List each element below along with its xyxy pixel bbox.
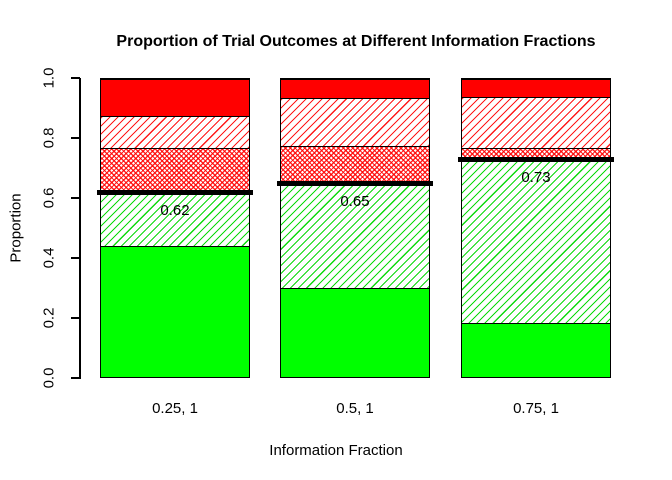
- bar-segment-solid-red: [462, 79, 610, 97]
- x-tick-label: 0.25, 1: [152, 400, 198, 417]
- stacked-bar: 0.62: [97, 78, 253, 378]
- y-tick-label: 0.2: [40, 307, 58, 329]
- x-axis-title: Information Fraction: [269, 442, 403, 459]
- y-tick-mark: [71, 317, 80, 319]
- x-tick-label: 0.75, 1: [513, 400, 559, 417]
- x-tick-label: 0.5, 1: [336, 400, 374, 417]
- bar-segment-hatched-red: [462, 96, 610, 148]
- y-tick-label: 0.6: [40, 187, 58, 209]
- threshold-line: [97, 189, 253, 195]
- bar-segment-hatched-green: [462, 159, 610, 324]
- threshold-value-label: 0.65: [340, 193, 370, 211]
- bar-segment-dense-hatched-red: [462, 147, 610, 160]
- y-tick-mark: [71, 77, 80, 79]
- bar-segment-solid-green: [281, 287, 429, 377]
- bar-segment-hatched-green: [281, 183, 429, 288]
- bar-segment-dense-hatched-red: [101, 147, 249, 193]
- y-tick-label: 0.4: [40, 247, 58, 269]
- bar-segment-solid-red: [281, 79, 429, 99]
- y-tick-label: 0.0: [40, 367, 58, 389]
- y-axis-line: [79, 78, 81, 379]
- threshold-line: [458, 156, 614, 162]
- y-tick-label: 1.0: [40, 67, 58, 89]
- bar-segment-solid-green: [101, 245, 249, 377]
- bar-segment-solid-red: [101, 79, 249, 117]
- stacked-bar: 0.73: [458, 78, 614, 378]
- bar-segment-hatched-red: [281, 98, 429, 147]
- y-tick-label: 0.8: [40, 127, 58, 149]
- y-tick-mark: [71, 197, 80, 199]
- y-axis-title: Proportion: [7, 193, 25, 263]
- bar-segment-solid-green: [462, 323, 610, 377]
- bar-segment-hatched-green: [101, 192, 249, 246]
- threshold-line: [277, 180, 433, 186]
- bar-segment-dense-hatched-red: [281, 146, 429, 184]
- chart-title: Proportion of Trial Outcomes at Differen…: [116, 33, 596, 50]
- stacked-bar: 0.65: [277, 78, 433, 378]
- threshold-value-label: 0.62: [160, 202, 190, 220]
- y-tick-mark: [71, 137, 80, 139]
- threshold-value-label: 0.73: [521, 169, 551, 187]
- y-tick-mark: [71, 377, 80, 379]
- bar-segment-hatched-red: [101, 116, 249, 148]
- y-tick-mark: [71, 257, 80, 259]
